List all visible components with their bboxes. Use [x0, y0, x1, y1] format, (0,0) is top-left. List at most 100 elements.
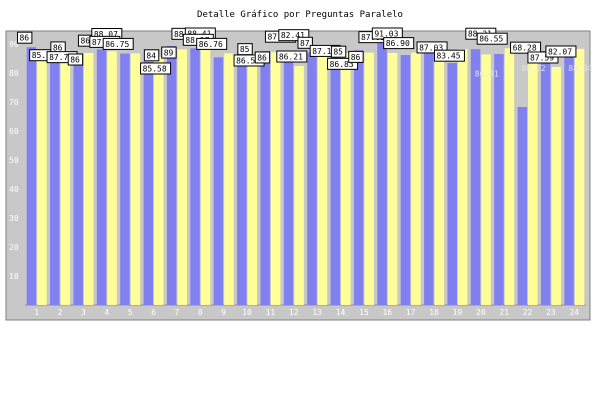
bar — [447, 62, 457, 306]
data-label: 83.45 — [436, 52, 460, 61]
x-tick-label: 18 — [429, 308, 439, 317]
data-label: 87.59 — [530, 53, 554, 62]
bar — [50, 48, 60, 306]
data-label: 86.76 — [199, 40, 223, 49]
data-label: 86 — [257, 53, 267, 62]
bar — [166, 46, 177, 305]
bar — [107, 51, 117, 306]
x-tick-label: 8 — [198, 308, 203, 317]
data-label-box — [102, 37, 134, 50]
bar — [434, 48, 445, 306]
data-label: 82.07 — [548, 47, 572, 56]
bar — [213, 57, 224, 306]
data-label: 85.62 — [32, 51, 56, 60]
data-label: 82.41 — [281, 31, 305, 40]
y-tick-label: 50 — [9, 156, 19, 165]
data-label-box — [510, 41, 542, 54]
bar — [528, 49, 538, 305]
bar — [457, 49, 468, 305]
bar — [294, 66, 304, 305]
y-tick-label: 90 — [9, 40, 19, 49]
data-label-box — [196, 37, 228, 50]
bar — [330, 57, 341, 306]
data-label-box — [476, 32, 508, 45]
bar — [307, 52, 317, 305]
bar — [551, 66, 561, 305]
y-tick-label: 60 — [9, 127, 19, 136]
bar — [224, 53, 234, 306]
bar — [411, 52, 421, 305]
x-tick-label: 15 — [359, 308, 369, 317]
x-tick-label: 12 — [289, 308, 299, 317]
faded-data-label: 88.34 — [568, 64, 592, 73]
x-tick-label: 5 — [128, 308, 133, 317]
data-label-box — [383, 37, 415, 50]
data-label: 86.21 — [279, 53, 303, 62]
x-tick-label: 11 — [266, 308, 276, 317]
x-tick-label: 1 — [34, 308, 39, 317]
y-tick-label: 30 — [9, 214, 19, 223]
x-tick-label: 24 — [569, 308, 579, 317]
bar — [130, 53, 141, 305]
bar — [400, 55, 411, 305]
bar — [60, 50, 71, 306]
bar — [200, 49, 211, 305]
y-tick-label: 20 — [9, 243, 19, 252]
data-label: 85.58 — [143, 64, 167, 73]
data-label: 91.03 — [374, 30, 398, 39]
y-tick-label: 80 — [9, 69, 19, 78]
data-label-box — [67, 53, 84, 66]
data-label: 89 — [164, 49, 174, 58]
data-label-box — [278, 29, 310, 42]
x-tick-label: 21 — [499, 308, 509, 317]
bar — [494, 54, 504, 305]
data-label-box — [330, 45, 347, 58]
x-tick-label: 3 — [81, 308, 86, 317]
bar — [83, 53, 94, 306]
data-label: 87.03 — [419, 43, 443, 52]
data-label: 86 — [70, 56, 80, 65]
bar — [341, 53, 351, 306]
faded-data-label: 88.22 — [522, 64, 546, 73]
bar — [247, 53, 258, 306]
x-tick-label: 19 — [453, 308, 463, 317]
bar — [470, 49, 481, 305]
x-tick-label: 4 — [104, 308, 109, 317]
x-tick-label: 7 — [175, 308, 180, 317]
bar — [237, 50, 247, 305]
x-tick-label: 2 — [58, 308, 63, 317]
data-label-box — [276, 50, 308, 63]
bar — [73, 56, 83, 306]
data-label: 86 — [351, 53, 361, 62]
bar — [364, 52, 374, 305]
y-tick-label: 70 — [9, 98, 19, 107]
bar — [37, 56, 47, 306]
x-tick-label: 17 — [406, 308, 416, 317]
bar — [387, 52, 398, 305]
data-label-box — [327, 57, 359, 70]
data-label: 86.75 — [105, 40, 129, 49]
data-label: 87.71 — [49, 53, 73, 62]
bar — [154, 56, 164, 306]
bar — [564, 49, 574, 305]
bar — [260, 50, 270, 306]
y-tick-label: 10 — [9, 272, 19, 281]
faded-data-label: 86.41 — [475, 69, 499, 78]
data-label: 87 — [300, 39, 310, 48]
bar — [504, 48, 515, 305]
x-tick-label: 14 — [336, 308, 346, 317]
data-label: 68.28 — [513, 44, 537, 53]
data-label: 88.07 — [94, 30, 118, 39]
bar — [540, 50, 551, 305]
bar — [190, 48, 200, 305]
data-label: 86.90 — [386, 39, 410, 48]
bar — [353, 50, 364, 305]
x-tick-label: 10 — [242, 308, 252, 317]
bar — [177, 49, 187, 305]
data-label-box — [433, 49, 465, 62]
data-label: 86.83 — [330, 60, 354, 69]
chart-title: Detalle Gráfico por Preguntas Paralelo — [197, 10, 403, 20]
data-label: 87.14 — [312, 47, 336, 56]
data-label-box — [545, 45, 577, 58]
